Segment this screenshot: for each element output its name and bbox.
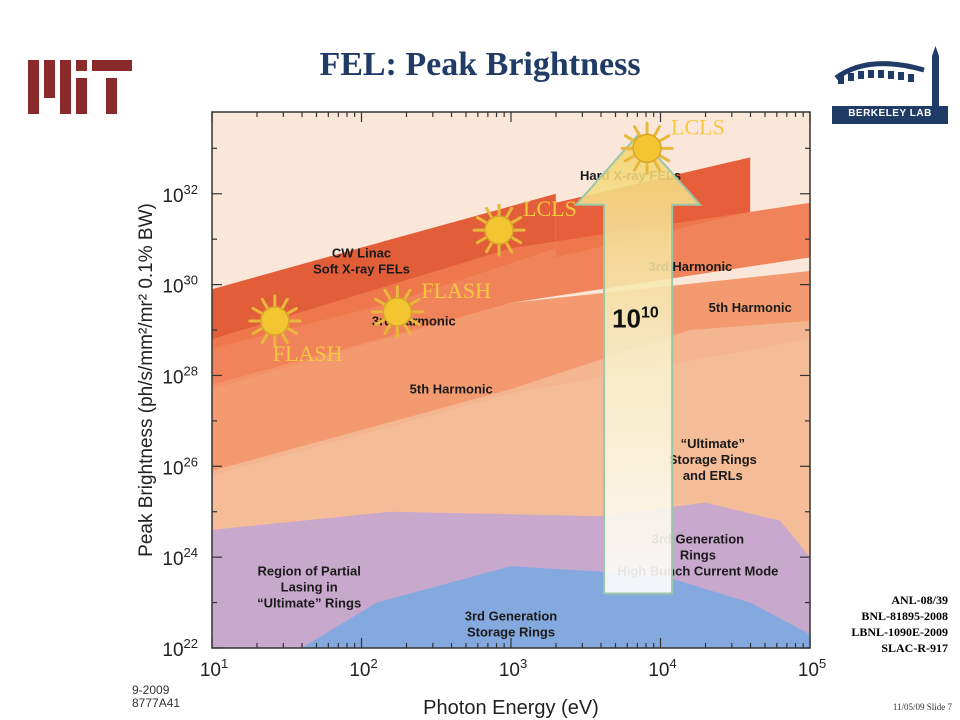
mit-logo bbox=[28, 60, 132, 114]
source-ray bbox=[510, 236, 523, 245]
arrow-label: 1010 bbox=[612, 303, 659, 333]
mit-logo-bar bbox=[106, 78, 117, 114]
report-number: SLAC-R-917 bbox=[881, 641, 948, 655]
source-ray bbox=[374, 317, 386, 326]
mit-logo-bar bbox=[92, 60, 132, 71]
region-label: Region of Partial Lasing in “Ultimate” Rin… bbox=[257, 563, 361, 610]
slide-title: FEL: Peak Brightness bbox=[319, 46, 641, 83]
mit-logo-bar bbox=[44, 60, 55, 98]
source-marker bbox=[472, 203, 526, 257]
source-label: FLASH bbox=[273, 341, 343, 366]
y-tick-label: 1030 bbox=[162, 273, 198, 298]
mit-logo-bar bbox=[76, 60, 87, 71]
x-tick-label: 101 bbox=[200, 656, 228, 681]
x-tick-label: 102 bbox=[349, 656, 377, 681]
mit-logo-bar bbox=[60, 60, 71, 114]
berkeley-lab-logo-text: BERKELEY LAB bbox=[848, 108, 932, 119]
region-area bbox=[212, 193, 556, 349]
x-tick-label: 105 bbox=[798, 656, 826, 681]
source-ray bbox=[374, 297, 386, 306]
source-ray bbox=[485, 241, 494, 254]
report-number: LBNL-1090E-2009 bbox=[851, 625, 948, 639]
x-axis-label: Photon Energy (eV) bbox=[423, 697, 599, 719]
source-label: FLASH bbox=[421, 278, 491, 303]
region-label: CW Linac Soft X-ray FELs bbox=[313, 245, 410, 276]
improvement-arrow bbox=[573, 133, 703, 595]
source-label: LCLS bbox=[671, 114, 725, 139]
source-marker bbox=[370, 285, 424, 339]
y-tick-label: 1028 bbox=[162, 363, 198, 388]
source-ray bbox=[653, 125, 662, 137]
report-number: ANL-08/39 bbox=[891, 593, 948, 607]
x-tick-label: 103 bbox=[499, 656, 527, 681]
source-ray bbox=[623, 154, 636, 163]
source-ray bbox=[408, 297, 421, 306]
source-ray bbox=[286, 306, 298, 315]
source-ray bbox=[383, 323, 392, 336]
source-ray bbox=[260, 332, 269, 345]
source-ray bbox=[633, 159, 642, 172]
source-ray bbox=[505, 206, 514, 219]
source-ray bbox=[408, 317, 421, 326]
region-area bbox=[301, 566, 810, 648]
source-marker bbox=[248, 294, 302, 348]
figure-code: 8777A41 bbox=[132, 696, 180, 710]
source-ray bbox=[510, 216, 523, 225]
x-tick-label: 104 bbox=[648, 656, 676, 681]
source-ray bbox=[658, 154, 671, 163]
source-ray bbox=[403, 323, 412, 336]
source-ray bbox=[251, 306, 264, 315]
source-sun bbox=[382, 297, 413, 327]
report-numbers: ANL-08/39 BNL-81895-2008 LBNL-1090E-2009… bbox=[851, 592, 948, 656]
source-ray bbox=[623, 134, 636, 143]
berkeley-lab-logo: BERKELEY LAB bbox=[828, 44, 952, 128]
slide-number: 11/05/09 Slide 7 bbox=[892, 702, 952, 712]
source-sun bbox=[632, 133, 662, 164]
source-ray bbox=[505, 241, 514, 254]
y-tick-label: 1024 bbox=[162, 545, 198, 570]
source-ray bbox=[260, 297, 269, 310]
mit-logo-bar bbox=[76, 78, 87, 114]
figure-code: 9-2009 bbox=[132, 683, 170, 697]
y-tick-label: 1026 bbox=[162, 454, 198, 479]
source-sun bbox=[484, 215, 514, 245]
source-marker bbox=[620, 121, 674, 175]
source-ray bbox=[286, 326, 298, 335]
mit-logo-bar bbox=[28, 60, 39, 114]
region-label: 5th Harmonic bbox=[709, 300, 792, 315]
source-ray bbox=[653, 159, 662, 172]
source-ray bbox=[658, 134, 671, 143]
source-sun bbox=[260, 306, 290, 336]
source-ray bbox=[280, 297, 289, 310]
region-label: 5th Harmonic bbox=[410, 382, 493, 397]
source-ray bbox=[403, 288, 412, 301]
source-label: LCLS bbox=[523, 196, 577, 221]
region-label: “Ultimate” Storage Rings and ERLs bbox=[669, 436, 757, 483]
source-ray bbox=[280, 332, 289, 345]
source-ray bbox=[251, 326, 264, 335]
source-ray bbox=[633, 125, 642, 137]
source-ray bbox=[383, 288, 392, 301]
source-ray bbox=[475, 216, 488, 225]
y-tick-label: 1032 bbox=[162, 182, 198, 207]
region-label: 3rd Generation Storage Rings bbox=[465, 609, 558, 640]
y-tick-label: 1022 bbox=[162, 636, 198, 661]
report-number: BNL-81895-2008 bbox=[861, 609, 948, 623]
y-axis-label: Peak Brightness (ph/s/mm²/mr² 0.1% BW) bbox=[136, 203, 157, 557]
source-ray bbox=[475, 236, 488, 245]
source-ray bbox=[485, 206, 494, 219]
